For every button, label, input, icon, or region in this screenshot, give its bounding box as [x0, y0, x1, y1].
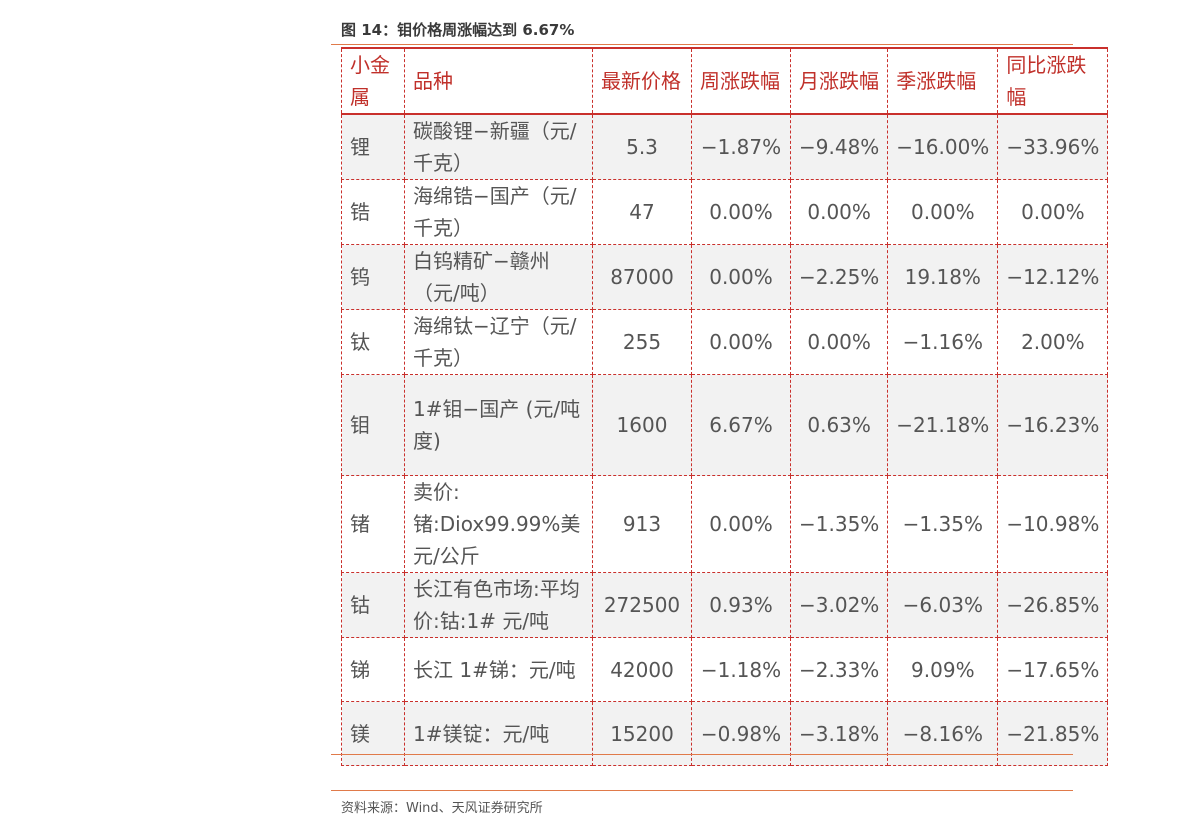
table-row: 钴 长江有色市场:平均价:钴:1# 元/吨 272500 0.93% −3.02…: [341, 572, 1109, 638]
cell-week: 0.00%: [691, 244, 791, 310]
cell-quarter: −1.16%: [887, 309, 999, 375]
cell-price: 913: [592, 475, 692, 573]
top-divider: [331, 44, 1073, 45]
cell-week: −1.87%: [691, 113, 791, 180]
cell-yoy: −10.98%: [997, 475, 1109, 573]
header-metal: 小金属: [341, 47, 405, 115]
cell-metal: 钛: [341, 309, 405, 375]
cell-month: 0.00%: [789, 179, 889, 245]
source-note: 资料来源：Wind、天风证券研究所: [341, 801, 543, 816]
cell-price: 47: [592, 179, 692, 245]
cell-week: 0.00%: [691, 179, 791, 245]
cell-product: 长江 1#锑：元/吨: [404, 637, 593, 702]
table-row: 锑 长江 1#锑：元/吨 42000 −1.18% −2.33% 9.09% −…: [341, 637, 1109, 702]
cell-product: 白钨精矿−赣州（元/吨）: [404, 244, 593, 310]
price-table: 小金属 品种 最新价格 周涨跌幅 月涨跌幅 季涨跌幅 同比涨跌幅 锂 碳酸锂−新…: [341, 47, 1109, 766]
cell-price: 1600: [592, 374, 692, 476]
cell-quarter: −21.18%: [887, 374, 999, 476]
cell-quarter: −1.35%: [887, 475, 999, 573]
header-week-change: 周涨跌幅: [691, 47, 791, 115]
cell-week: 0.00%: [691, 309, 791, 375]
cell-week: −0.98%: [691, 701, 791, 766]
table-row: 锗 卖价:锗:Diox99.99%美元/公斤 913 0.00% −1.35% …: [341, 475, 1109, 573]
cell-price: 87000: [592, 244, 692, 310]
cell-product: 海绵锆−国产（元/千克）: [404, 179, 593, 245]
cell-month: −9.48%: [789, 113, 889, 180]
cell-price: 5.3: [592, 113, 692, 180]
table-row: 镁 1#镁锭：元/吨 15200 −0.98% −3.18% −8.16% −2…: [341, 701, 1109, 766]
cell-quarter: 9.09%: [887, 637, 999, 702]
cell-metal: 锑: [341, 637, 405, 702]
cell-metal: 镁: [341, 701, 405, 766]
cell-yoy: −16.23%: [997, 374, 1109, 476]
table-row: 锂 碳酸锂−新疆（元/千克） 5.3 −1.87% −9.48% −16.00%…: [341, 113, 1109, 180]
cell-product: 海绵钛−辽宁（元/千克）: [404, 309, 593, 375]
cell-yoy: 2.00%: [997, 309, 1109, 375]
cell-metal: 锂: [341, 113, 405, 180]
figure-title: 图 14：钼价格周涨幅达到 6.67%: [341, 21, 575, 39]
cell-metal: 钴: [341, 572, 405, 638]
bottom-divider: [331, 754, 1073, 755]
cell-yoy: −12.12%: [997, 244, 1109, 310]
table-row: 锆 海绵锆−国产（元/千克） 47 0.00% 0.00% 0.00% 0.00…: [341, 179, 1109, 245]
cell-yoy: −33.96%: [997, 113, 1109, 180]
cell-month: 0.63%: [789, 374, 889, 476]
cell-week: 0.00%: [691, 475, 791, 573]
cell-metal: 锆: [341, 179, 405, 245]
header-month-change: 月涨跌幅: [789, 47, 889, 115]
cell-month: 0.00%: [789, 309, 889, 375]
cell-yoy: −26.85%: [997, 572, 1109, 638]
cell-metal: 锗: [341, 475, 405, 573]
cell-week: 0.93%: [691, 572, 791, 638]
cell-price: 15200: [592, 701, 692, 766]
cell-quarter: 19.18%: [887, 244, 999, 310]
cell-quarter: 0.00%: [887, 179, 999, 245]
header-yoy-change: 同比涨跌幅: [997, 47, 1109, 115]
cell-metal: 钨: [341, 244, 405, 310]
cell-month: −3.02%: [789, 572, 889, 638]
cell-month: −2.33%: [789, 637, 889, 702]
cell-quarter: −6.03%: [887, 572, 999, 638]
cell-price: 255: [592, 309, 692, 375]
cell-product: 长江有色市场:平均价:钴:1# 元/吨: [404, 572, 593, 638]
cell-price: 42000: [592, 637, 692, 702]
header-row: 小金属 品种 最新价格 周涨跌幅 月涨跌幅 季涨跌幅 同比涨跌幅: [341, 47, 1109, 115]
cell-month: −3.18%: [789, 701, 889, 766]
table-row: 钨 白钨精矿−赣州（元/吨） 87000 0.00% −2.25% 19.18%…: [341, 244, 1109, 310]
table-row: 钼 1#钼−国产 (元/吨度) 1600 6.67% 0.63% −21.18%…: [341, 374, 1109, 476]
header-quarter-change: 季涨跌幅: [887, 47, 999, 115]
cell-product: 1#镁锭：元/吨: [404, 701, 593, 766]
cell-product: 1#钼−国产 (元/吨度): [404, 374, 593, 476]
cell-product: 碳酸锂−新疆（元/千克）: [404, 113, 593, 180]
cell-month: −1.35%: [789, 475, 889, 573]
cell-product: 卖价:锗:Diox99.99%美元/公斤: [404, 475, 593, 573]
cell-quarter: −16.00%: [887, 113, 999, 180]
cell-price: 272500: [592, 572, 692, 638]
cell-month: −2.25%: [789, 244, 889, 310]
cell-week: −1.18%: [691, 637, 791, 702]
cell-yoy: −21.85%: [997, 701, 1109, 766]
source-divider: [331, 790, 1073, 791]
cell-yoy: 0.00%: [997, 179, 1109, 245]
header-product: 品种: [404, 47, 593, 115]
cell-quarter: −8.16%: [887, 701, 999, 766]
table-row: 钛 海绵钛−辽宁（元/千克） 255 0.00% 0.00% −1.16% 2.…: [341, 309, 1109, 375]
cell-yoy: −17.65%: [997, 637, 1109, 702]
cell-metal: 钼: [341, 374, 405, 476]
cell-week: 6.67%: [691, 374, 791, 476]
header-price: 最新价格: [592, 47, 692, 115]
